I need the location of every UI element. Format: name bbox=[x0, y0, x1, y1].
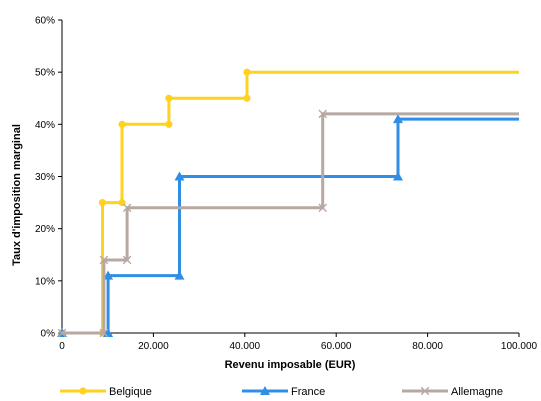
y-tick-label: 30% bbox=[35, 172, 55, 183]
x-axis-title: Revenu imposable (EUR) bbox=[225, 359, 356, 371]
y-tick-label: 50% bbox=[35, 68, 55, 79]
series-line bbox=[62, 117, 519, 335]
data-point bbox=[318, 203, 328, 213]
data-point bbox=[174, 270, 185, 280]
legend: Belgique France Allemagne bbox=[60, 386, 503, 398]
legend-item-france: France bbox=[242, 386, 325, 398]
data-point bbox=[57, 328, 67, 338]
data-point bbox=[174, 171, 185, 181]
legend-item-belgique: Belgique bbox=[60, 386, 152, 398]
legend-label: Belgique bbox=[109, 386, 152, 398]
legend-marker bbox=[420, 386, 430, 396]
y-tick-label: 40% bbox=[35, 120, 55, 131]
data-point bbox=[243, 68, 251, 76]
data-point bbox=[98, 198, 107, 207]
data-point bbox=[122, 203, 132, 213]
data-point bbox=[99, 255, 109, 265]
data-point bbox=[103, 270, 114, 280]
data-point bbox=[118, 120, 126, 128]
x-tick-label: 20.000 bbox=[138, 341, 169, 352]
x-tick-label: 100.000 bbox=[501, 341, 538, 352]
data-point bbox=[392, 171, 403, 181]
x-tick-label: 60.000 bbox=[321, 341, 352, 352]
y-axis-title: Taux d'imposition marginal bbox=[11, 124, 23, 266]
data-point bbox=[122, 255, 132, 265]
legend-item-allemagne: Allemagne bbox=[402, 386, 503, 398]
data-point bbox=[318, 109, 328, 119]
legend-marker bbox=[79, 387, 87, 395]
y-tick-label: 20% bbox=[35, 224, 55, 235]
data-point bbox=[392, 114, 403, 124]
legend-label: Allemagne bbox=[451, 386, 503, 398]
legend-marker bbox=[260, 386, 270, 395]
data-point bbox=[99, 328, 109, 338]
series-line bbox=[62, 112, 519, 335]
data-point bbox=[243, 94, 251, 102]
series-allemagne bbox=[57, 109, 519, 338]
legend-label: France bbox=[291, 386, 325, 398]
data-point bbox=[165, 94, 173, 102]
x-tick-label: 0 bbox=[59, 341, 65, 352]
data-point bbox=[165, 120, 173, 128]
x-tick-label: 40.000 bbox=[230, 341, 261, 352]
y-tick-label: 10% bbox=[35, 276, 55, 287]
x-tick-label: 80.000 bbox=[412, 341, 443, 352]
series bbox=[57, 68, 519, 338]
y-tick-label: 60% bbox=[35, 16, 55, 27]
series-line bbox=[62, 70, 519, 335]
series-belgique bbox=[58, 68, 519, 337]
ticks: 0% 10% 20% 30% 40% 50% 60% 0 20.000 40.000 60.000 8… bbox=[35, 16, 538, 353]
y-tick-label: 0% bbox=[41, 329, 56, 340]
